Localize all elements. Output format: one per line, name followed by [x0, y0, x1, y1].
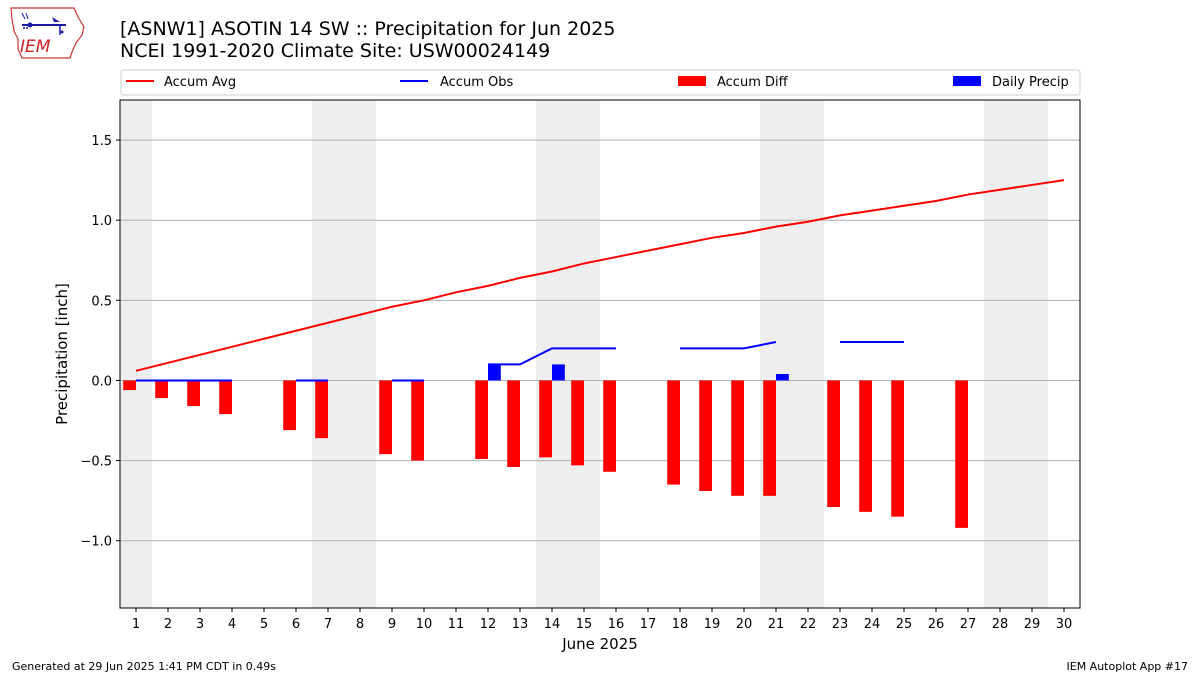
plot-frame [119, 99, 1081, 609]
x-tick-label: 30 [1056, 617, 1073, 632]
weekend-shade-22 [792, 100, 824, 608]
accum-diff-bar-day-21 [763, 380, 776, 496]
accum-diff-bar-day-12 [475, 380, 488, 459]
legend: Accum Avg Accum Obs Accum Diff Daily Precip [120, 69, 1081, 96]
x-tick-label: 24 [864, 617, 881, 632]
y-tick-label: 1.5 [91, 134, 112, 149]
x-tick-label: 28 [992, 617, 1009, 632]
accum-diff-bar-day-14 [539, 380, 552, 458]
accum-diff-bar-day-9 [379, 380, 392, 455]
x-tick-label: 23 [832, 617, 849, 632]
legend-swatch-accum-diff [678, 76, 706, 86]
accum-diff-bar-day-18 [667, 380, 680, 485]
accum-diff-bar-day-20 [731, 380, 744, 496]
accum-diff-bar-day-4 [219, 380, 232, 415]
weekend-shade-21 [760, 100, 792, 608]
accum-diff-bar-day-15 [571, 380, 584, 466]
accum-diff-bar-day-25 [891, 380, 904, 517]
daily-precip-bar-day-12 [488, 364, 501, 381]
y-axis-label: Precipitation [inch] [53, 283, 71, 425]
x-axis-label: June 2025 [561, 635, 638, 653]
x-tick-label: 10 [416, 617, 433, 632]
x-tick-label: 17 [640, 617, 657, 632]
legend-label-accum-diff: Accum Diff [717, 75, 789, 90]
accum-obs-line-segment-4 [680, 341, 777, 350]
x-tick-label: 7 [324, 617, 332, 632]
x-tick-label: 13 [512, 617, 529, 632]
accum-diff-bar-day-7 [315, 380, 328, 439]
accum-diff-bar-day-24 [859, 380, 872, 512]
x-tick-label: 3 [196, 617, 204, 632]
weekend-shade-7 [312, 100, 344, 608]
y-tick-label: −0.5 [80, 455, 112, 470]
x-tick-label: 27 [960, 617, 977, 632]
weekend-shade-28 [984, 100, 1016, 608]
x-tick-label: 18 [672, 617, 689, 632]
accum-diff-bar-day-27 [955, 380, 968, 528]
x-tick-label: 11 [448, 617, 465, 632]
x-tick-label: 26 [928, 617, 945, 632]
x-tick-label: 1 [132, 617, 140, 632]
x-tick-label: 2 [164, 617, 172, 632]
x-tick-label: 25 [896, 617, 913, 632]
footer-generated: Generated at 29 Jun 2025 1:41 PM CDT in … [12, 660, 277, 673]
logo-text: IEM [20, 37, 51, 57]
legend-swatch-daily-precip [953, 76, 981, 86]
x-tick-label: 6 [292, 617, 300, 632]
y-tick-label: 0.5 [91, 294, 112, 309]
accum-diff-bar-day-6 [283, 380, 296, 431]
legend-label-accum-obs: Accum Obs [440, 75, 513, 90]
x-tick-label: 12 [480, 617, 497, 632]
x-tick-label: 5 [260, 617, 268, 632]
x-tick-label: 22 [800, 617, 817, 632]
x-tick-label: 20 [736, 617, 753, 632]
accum-avg-line [135, 179, 1065, 372]
daily-precip-bar-day-21 [776, 374, 789, 381]
weekend-shade-1 [120, 100, 152, 608]
legend-box [120, 69, 1081, 96]
iem-logo: IEM [10, 7, 85, 59]
x-tick-label: 19 [704, 617, 721, 632]
x-tick-label: 21 [768, 617, 785, 632]
accum-diff-bar-day-2 [155, 380, 168, 399]
legend-label-accum-avg: Accum Avg [164, 75, 236, 90]
y-tick-label: 0.0 [91, 374, 112, 389]
weekend-shade-8 [344, 100, 376, 608]
legend-label-daily-precip: Daily Precip [992, 75, 1069, 90]
iowa-state-weather-logo-icon [10, 7, 85, 59]
x-tick-label: 8 [356, 617, 364, 632]
accum-diff-bar-day-3 [187, 380, 200, 407]
x-tick-label: 15 [576, 617, 593, 632]
accum-diff-bar-day-10 [411, 380, 424, 461]
weekend-shade-15 [568, 100, 600, 608]
chart-title: [ASNW1] ASOTIN 14 SW :: Precipitation fo… [120, 18, 616, 40]
accum-diff-bar-day-16 [603, 380, 616, 472]
daily-precip-bar-day-14 [552, 364, 565, 381]
accum-obs-line-segment-3 [488, 347, 616, 366]
x-tick-label: 16 [608, 617, 625, 632]
x-tick-label: 14 [544, 617, 561, 632]
chart-subtitle: NCEI 1991-2020 Climate Site: USW00024149 [120, 40, 551, 62]
x-tick-label: 29 [1024, 617, 1041, 632]
weekend-shade-29 [1016, 100, 1048, 608]
y-tick-label: 1.0 [91, 214, 112, 229]
accum-diff-bar-day-1 [123, 380, 136, 391]
footer-app: IEM Autoplot App #17 [1066, 660, 1189, 673]
accum-diff-bar-day-23 [827, 380, 840, 508]
accum-diff-bar-day-13 [507, 380, 520, 467]
x-tick-label: 9 [388, 617, 396, 632]
accum-diff-bar-day-19 [699, 380, 712, 492]
x-tick-label: 4 [228, 617, 236, 632]
y-tick-label: −1.0 [80, 535, 112, 550]
